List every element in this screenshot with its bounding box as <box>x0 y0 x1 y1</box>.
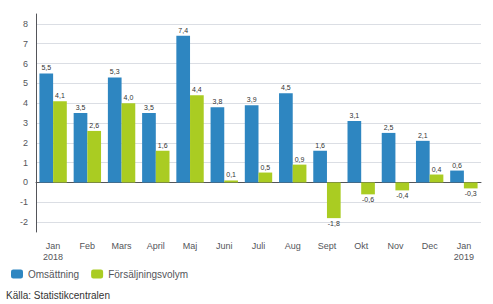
svg-text:-0,3: -0,3 <box>465 190 477 197</box>
svg-text:7,4: 7,4 <box>178 27 188 34</box>
svg-text:0,9: 0,9 <box>295 156 305 163</box>
svg-text:Dec: Dec <box>422 241 439 251</box>
svg-text:Jan: Jan <box>46 241 61 251</box>
svg-text:0: 0 <box>23 177 28 187</box>
svg-text:8: 8 <box>23 19 28 29</box>
svg-text:3,5: 3,5 <box>76 104 86 111</box>
svg-text:1: 1 <box>23 158 28 168</box>
svg-text:4,1: 4,1 <box>55 92 65 99</box>
svg-text:Nov: Nov <box>387 241 404 251</box>
svg-text:-1,8: -1,8 <box>328 220 340 227</box>
svg-text:2,5: 2,5 <box>384 124 394 131</box>
svg-text:Feb: Feb <box>80 241 96 251</box>
svg-text:Omsättning: Omsättning <box>28 269 79 280</box>
svg-text:1,6: 1,6 <box>158 142 168 149</box>
svg-text:2019: 2019 <box>454 252 474 262</box>
svg-text:5,3: 5,3 <box>110 68 120 75</box>
svg-text:3,1: 3,1 <box>349 112 359 119</box>
svg-text:4,4: 4,4 <box>192 86 202 93</box>
svg-text:3,5: 3,5 <box>144 104 154 111</box>
svg-text:0,4: 0,4 <box>432 166 442 173</box>
svg-text:-2: -2 <box>20 217 28 227</box>
svg-text:Mars: Mars <box>112 241 132 251</box>
svg-text:1,6: 1,6 <box>315 142 325 149</box>
svg-text:Juli: Juli <box>252 241 266 251</box>
svg-text:3,9: 3,9 <box>247 96 257 103</box>
svg-text:Sept: Sept <box>318 241 337 251</box>
svg-text:7: 7 <box>23 39 28 49</box>
svg-text:-0,4: -0,4 <box>396 192 408 199</box>
svg-text:0,1: 0,1 <box>226 171 236 178</box>
svg-text:Försäljningsvolym: Försäljningsvolym <box>108 269 188 280</box>
svg-text:6: 6 <box>23 59 28 69</box>
svg-text:Källa: Statistikcentralen: Källa: Statistikcentralen <box>6 290 110 301</box>
svg-text:-1: -1 <box>20 197 28 207</box>
svg-text:2018: 2018 <box>43 252 63 262</box>
svg-text:2,1: 2,1 <box>418 132 428 139</box>
svg-text:3: 3 <box>23 118 28 128</box>
svg-text:Jan: Jan <box>457 241 472 251</box>
svg-text:4: 4 <box>23 98 28 108</box>
svg-text:April: April <box>147 241 165 251</box>
svg-text:4,0: 4,0 <box>124 94 134 101</box>
svg-text:2,6: 2,6 <box>89 122 99 129</box>
svg-text:Juni: Juni <box>216 241 233 251</box>
svg-text:3,8: 3,8 <box>213 98 223 105</box>
svg-text:-0,6: -0,6 <box>362 196 374 203</box>
svg-text:0,6: 0,6 <box>452 162 462 169</box>
svg-text:Aug: Aug <box>285 241 301 251</box>
svg-text:5: 5 <box>23 78 28 88</box>
svg-text:5,5: 5,5 <box>41 64 51 71</box>
svg-text:0,5: 0,5 <box>260 164 270 171</box>
svg-text:Okt: Okt <box>354 241 369 251</box>
svg-text:Maj: Maj <box>183 241 198 251</box>
svg-text:4,5: 4,5 <box>281 84 291 91</box>
svg-text:2: 2 <box>23 138 28 148</box>
